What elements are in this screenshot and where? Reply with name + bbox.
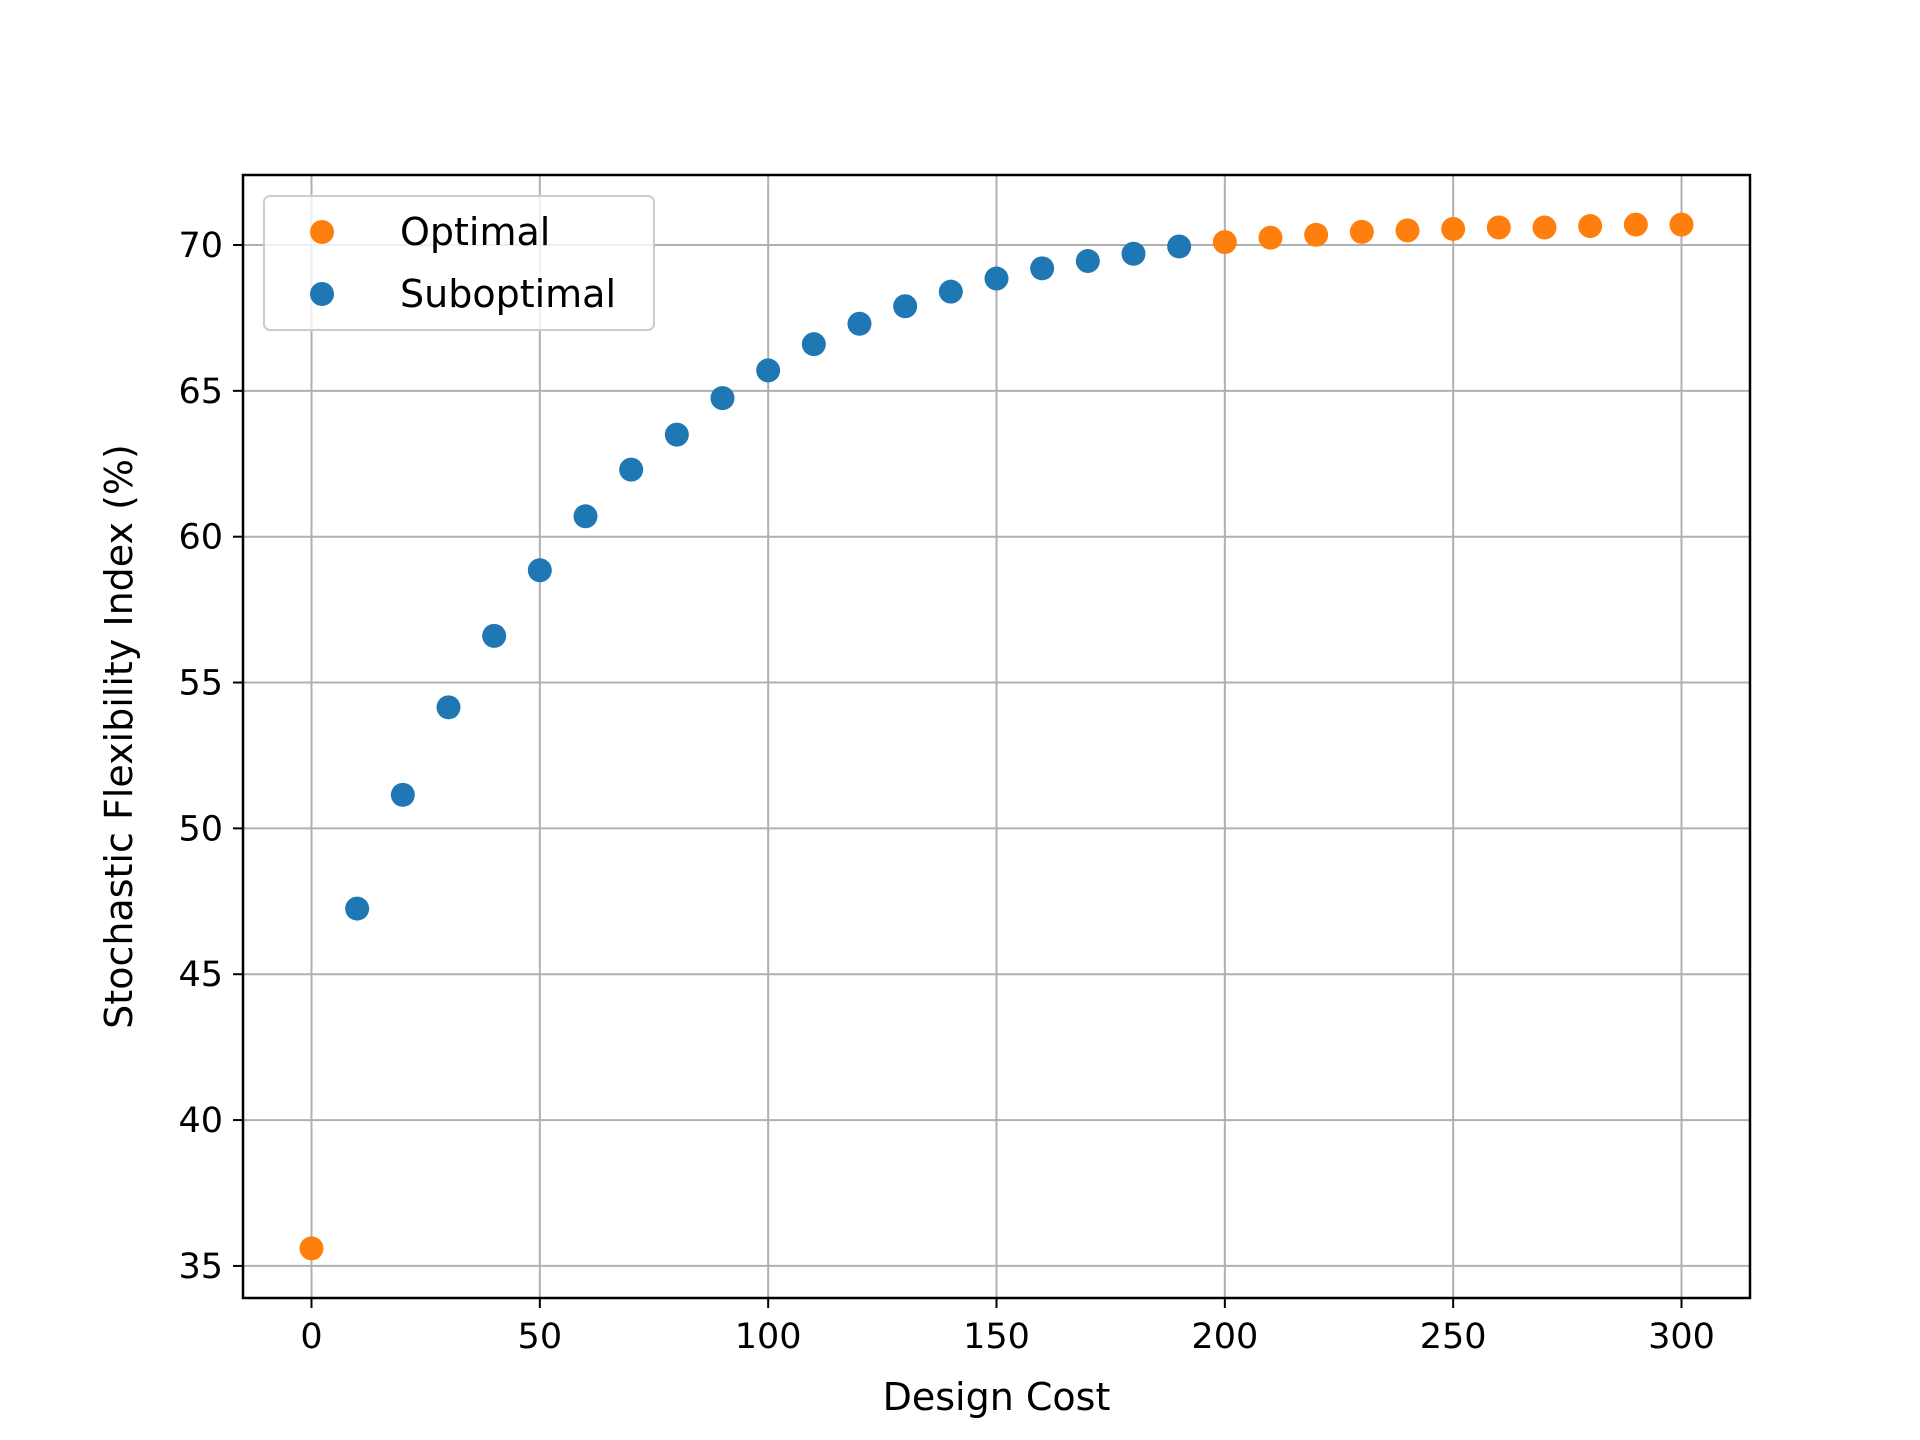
point-suboptimal xyxy=(847,311,872,336)
point-suboptimal xyxy=(710,386,735,411)
point-optimal xyxy=(1349,219,1374,244)
point-suboptimal xyxy=(482,623,507,648)
point-optimal xyxy=(299,1236,324,1261)
point-optimal xyxy=(1486,215,1511,240)
point-suboptimal xyxy=(1030,256,1055,281)
y-axis-label: Stochastic Flexibility Index (%) xyxy=(97,444,141,1029)
legend-box xyxy=(263,195,655,331)
point-optimal xyxy=(1669,212,1694,237)
x-tick-label: 100 xyxy=(735,1317,802,1357)
point-optimal xyxy=(1304,222,1329,247)
x-tick-label: 200 xyxy=(1191,1317,1258,1357)
x-axis-label: Design Cost xyxy=(883,1375,1111,1419)
point-suboptimal xyxy=(893,294,918,319)
point-optimal xyxy=(1532,215,1557,240)
point-suboptimal xyxy=(436,695,461,720)
axis-ticks: 0 50 100 150 200 250 300 35 40 45 50 55 60 65 70 xyxy=(178,226,1714,1357)
y-tick-label: 55 xyxy=(178,664,223,704)
point-suboptimal xyxy=(1167,234,1192,259)
point-suboptimal xyxy=(1121,241,1146,266)
y-tick-label: 40 xyxy=(178,1101,223,1141)
y-tick-label: 60 xyxy=(178,518,223,558)
x-tick-label: 250 xyxy=(1420,1317,1487,1357)
point-suboptimal xyxy=(984,266,1009,291)
y-tick-label: 70 xyxy=(178,226,223,266)
point-suboptimal xyxy=(527,558,552,583)
data-points xyxy=(299,212,1694,1261)
point-suboptimal xyxy=(345,896,370,921)
legend-label-suboptimal: Suboptimal xyxy=(400,272,616,316)
point-optimal xyxy=(1212,230,1237,255)
point-optimal xyxy=(1441,216,1466,241)
x-tick-label: 50 xyxy=(518,1317,563,1357)
point-suboptimal xyxy=(573,504,598,529)
point-suboptimal xyxy=(619,457,644,482)
legend-marker-optimal xyxy=(310,220,334,244)
legend-marker-suboptimal xyxy=(310,282,334,306)
point-suboptimal xyxy=(938,279,963,304)
point-optimal xyxy=(1578,214,1603,239)
point-suboptimal xyxy=(664,422,689,447)
legend: Optimal Suboptimal xyxy=(263,195,655,331)
x-tick-label: 300 xyxy=(1648,1317,1715,1357)
point-suboptimal xyxy=(756,358,781,383)
point-suboptimal xyxy=(1075,249,1100,274)
y-tick-label: 35 xyxy=(178,1247,223,1287)
y-tick-label: 65 xyxy=(178,372,223,412)
y-tick-label: 50 xyxy=(178,809,223,849)
legend-label-optimal: Optimal xyxy=(400,210,550,254)
y-tick-label: 45 xyxy=(178,955,223,995)
point-optimal xyxy=(1395,218,1420,243)
point-suboptimal xyxy=(390,782,415,807)
x-tick-label: 0 xyxy=(300,1317,322,1357)
point-suboptimal xyxy=(801,332,826,357)
x-tick-label: 150 xyxy=(963,1317,1030,1357)
point-optimal xyxy=(1623,212,1648,237)
point-optimal xyxy=(1258,225,1283,250)
